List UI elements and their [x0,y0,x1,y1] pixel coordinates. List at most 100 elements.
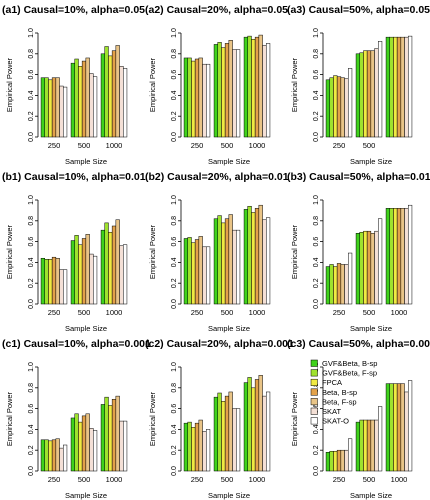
y-tick-label: 0.8 [28,49,35,59]
y-tick-label: 0.0 [171,466,178,476]
bar [191,242,196,305]
bar [325,266,330,305]
bar [194,422,200,472]
y-tick-label: 0.6 [171,237,178,247]
bar [262,395,267,472]
bar [111,225,117,305]
y-tick-label: 0.6 [28,404,35,414]
y-tick-label: 0.8 [171,383,178,393]
x-tick-label: 1000 [391,308,408,317]
bar [325,79,330,138]
y-tick-label: 1.0 [28,195,35,205]
y-tick-label: 0.4 [313,424,320,434]
bar [198,236,203,305]
bar [93,255,98,305]
bar [404,36,409,138]
y-tick-label: 0.0 [171,132,178,142]
bar [187,57,192,138]
x-axis-label: Sample Size [208,491,250,500]
bar [93,76,98,138]
bar [366,419,372,472]
x-tick-label: 500 [221,308,234,317]
bar [258,34,263,138]
x-tick-label: 250 [333,308,346,317]
y-tick-label: 0.8 [313,383,320,393]
panel-title: (a2) Causal=20%, alpha=0.05 [145,4,288,16]
panel-title: (c3) Causal=50%, alpha=0.001 [287,338,430,350]
bar [194,239,200,305]
bar [63,444,68,472]
bar [355,53,360,138]
bar [108,231,113,305]
bar [221,401,226,472]
bar [123,68,128,138]
bar [374,419,379,472]
bar [232,229,237,305]
bar [396,208,402,305]
bar [119,66,124,138]
bar [359,419,364,472]
bar [123,420,128,472]
bar [187,237,192,305]
panel-2: (a2) Causal=20%, alpha=0.05 0.0 0.2 0.4 0.6 0… [145,4,288,166]
y-tick-label: 0.0 [28,132,35,142]
bar [344,264,349,305]
bar [48,259,53,305]
bar [340,264,345,305]
x-tick-label: 500 [221,475,234,484]
bar [378,41,383,138]
x-tick-label: 500 [221,141,234,150]
bar [359,52,364,138]
y-tick-label: 0.2 [28,445,35,455]
bar [236,49,241,138]
bar [400,36,405,138]
y-tick-label: 0.4 [171,90,178,100]
x-tick-label: 250 [333,141,346,150]
bar [70,62,76,138]
bar [370,419,375,472]
y-tick-label: 0.8 [28,383,35,393]
y-tick-label: 0.0 [313,466,320,476]
x-tick-label: 500 [363,475,376,484]
bar [224,395,230,472]
x-tick-label: 250 [191,141,204,150]
y-tick-label: 0.6 [313,70,320,80]
y-axis-label: Empirical Power [5,391,14,446]
bar [254,208,260,305]
x-axis-label: Sample Size [65,491,107,500]
bar [55,438,60,472]
legend-label: GVF&Beta, F-sp [322,369,377,378]
bar [104,396,109,472]
bar [78,66,83,138]
bar [104,46,109,138]
bar [44,77,49,138]
bar [40,257,45,305]
bar [262,219,267,305]
bar [123,244,128,305]
bar [348,68,353,138]
bar [59,269,64,305]
bar [336,263,342,305]
bar [363,230,368,305]
bar [329,77,334,138]
bar [108,55,113,138]
bar [40,77,45,138]
bar [344,78,349,138]
y-tick-label: 0.6 [313,237,320,247]
bar [243,209,249,305]
bar [333,450,338,472]
bar [119,420,124,472]
bar [40,439,45,472]
bar [378,406,383,472]
bar [44,439,49,472]
y-axis-label: Empirical Power [148,224,157,279]
bar [359,231,364,305]
bar [100,229,106,305]
panel-5: (b2) Causal=20%, alpha=0.01 0.0 0.2 0.4 0.6 0… [145,171,289,333]
legend-label: Beta, F-sp [322,397,357,406]
x-tick-label: 250 [48,141,61,150]
x-tick-label: 500 [363,308,376,317]
bar [400,383,405,472]
bar [224,43,230,138]
bar [183,422,189,472]
